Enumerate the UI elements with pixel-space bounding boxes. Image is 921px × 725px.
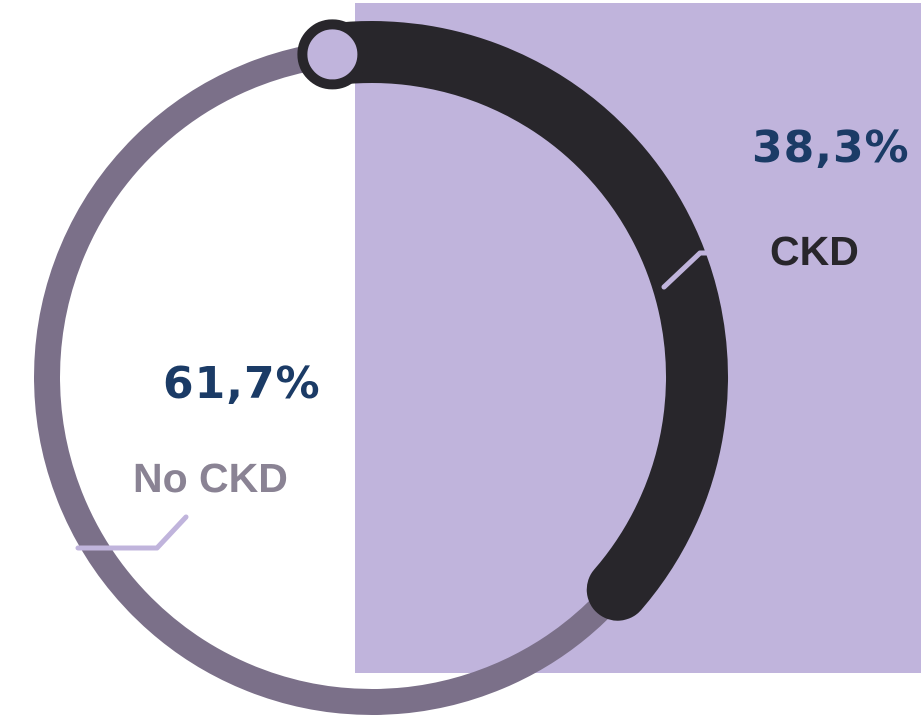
ckd-leader-line bbox=[661, 250, 745, 290]
ckd-value-label: 38,3% bbox=[752, 122, 910, 173]
ckd-category-label: CKD bbox=[770, 228, 859, 274]
ckd-slice-arc bbox=[301, 21, 728, 621]
no-ckd-leader-line bbox=[75, 514, 189, 551]
no-ckd-value-label: 61,7% bbox=[163, 358, 321, 409]
no-ckd-category-label: No CKD bbox=[133, 455, 288, 501]
arc-start-knob bbox=[297, 19, 368, 90]
